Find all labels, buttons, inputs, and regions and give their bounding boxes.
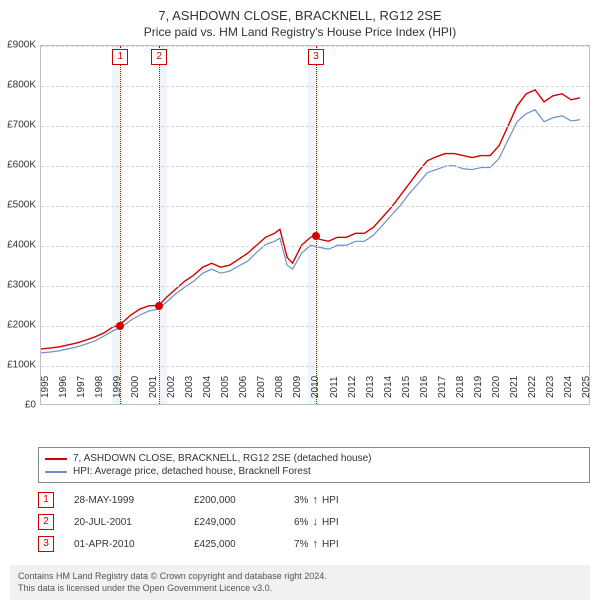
x-tick-label: 2015 [401, 376, 412, 398]
x-tick-label: 2021 [509, 376, 520, 398]
marker-table-delta: 6% ↓ HPI [294, 516, 339, 528]
y-tick-label: £700K [7, 120, 36, 131]
y-tick-label: £200K [7, 320, 36, 331]
legend-label-2: HPI: Average price, detached house, Brac… [73, 466, 311, 477]
marker-shade [112, 46, 120, 404]
marker-line [120, 46, 121, 404]
marker-table-number: 3 [38, 536, 54, 552]
marker-delta-suffix: HPI [322, 517, 339, 528]
marker-shade [159, 46, 167, 404]
x-tick-label: 2024 [563, 376, 574, 398]
x-tick-label: 2023 [545, 376, 556, 398]
legend-swatch-2 [45, 471, 67, 473]
y-tick-label: £900K [7, 40, 36, 51]
marker-table-date: 01-APR-2010 [74, 539, 194, 550]
y-tick-label: £600K [7, 160, 36, 171]
x-tick-label: 2007 [256, 376, 267, 398]
x-tick-label: 1996 [58, 376, 69, 398]
x-tick-label: 2025 [581, 376, 592, 398]
x-tick-label: 2004 [202, 376, 213, 398]
x-tick-label: 2012 [347, 376, 358, 398]
marker-number-box: 3 [308, 49, 324, 65]
x-tick-label: 1997 [76, 376, 87, 398]
marker-delta-pct: 3% [294, 495, 308, 506]
x-tick-label: 2003 [184, 376, 195, 398]
legend: 7, ASHDOWN CLOSE, BRACKNELL, RG12 2SE (d… [38, 447, 590, 483]
marker-dot [312, 232, 320, 240]
y-tick-label: £500K [7, 200, 36, 211]
y-tick-label: £100K [7, 360, 36, 371]
y-axis-labels: £0£100K£200K£300K£400K£500K£600K£700K£80… [2, 45, 38, 405]
marker-table-price: £425,000 [194, 539, 294, 550]
footer-line-2: This data is licensed under the Open Gov… [18, 583, 582, 595]
x-tick-label: 2020 [491, 376, 502, 398]
x-tick-label: 2008 [274, 376, 285, 398]
x-tick-label: 1998 [94, 376, 105, 398]
marker-number-box: 1 [112, 49, 128, 65]
y-tick-label: £400K [7, 240, 36, 251]
x-tick-label: 2016 [419, 376, 430, 398]
marker-table-price: £249,000 [194, 517, 294, 528]
y-tick-label: £0 [25, 400, 36, 411]
chart: £0£100K£200K£300K£400K£500K£600K£700K£80… [40, 45, 590, 405]
x-tick-label: 2005 [220, 376, 231, 398]
x-tick-label: 2000 [130, 376, 141, 398]
y-tick-label: £300K [7, 280, 36, 291]
arrow-down-icon: ↓ [312, 516, 318, 528]
x-tick-label: 2010 [310, 376, 321, 398]
marker-line [316, 46, 317, 404]
x-tick-label: 2006 [238, 376, 249, 398]
marker-line [159, 46, 160, 404]
y-tick-label: £800K [7, 80, 36, 91]
marker-table-row: 1 28-MAY-1999£200,0003% ↑ HPI [38, 489, 590, 511]
marker-table-date: 28-MAY-1999 [74, 495, 194, 506]
marker-table-price: £200,000 [194, 495, 294, 506]
legend-label-1: 7, ASHDOWN CLOSE, BRACKNELL, RG12 2SE (d… [73, 453, 371, 464]
marker-shade [308, 46, 316, 404]
x-tick-label: 2013 [365, 376, 376, 398]
marker-delta-pct: 6% [294, 517, 308, 528]
marker-delta-pct: 7% [294, 539, 308, 550]
marker-table-row: 2 20-JUL-2001£249,0006% ↓ HPI [38, 511, 590, 533]
chart-title-desc: Price paid vs. HM Land Registry's House … [0, 25, 600, 39]
marker-number-box: 2 [151, 49, 167, 65]
legend-swatch-1 [45, 458, 67, 460]
marker-table-delta: 7% ↑ HPI [294, 538, 339, 550]
plot-area: 1 2 3 [40, 45, 590, 405]
x-tick-label: 2017 [437, 376, 448, 398]
marker-table-row: 3 01-APR-2010£425,0007% ↑ HPI [38, 533, 590, 555]
x-tick-label: 2014 [383, 376, 394, 398]
marker-delta-suffix: HPI [322, 539, 339, 550]
x-tick-label: 2011 [329, 376, 340, 398]
marker-dot [155, 302, 163, 310]
legend-row-1: 7, ASHDOWN CLOSE, BRACKNELL, RG12 2SE (d… [45, 452, 583, 465]
marker-delta-suffix: HPI [322, 495, 339, 506]
marker-table: 1 28-MAY-1999£200,0003% ↑ HPI 2 20-JUL-2001£2… [38, 489, 590, 555]
arrow-up-icon: ↑ [312, 494, 318, 506]
footer-line-1: Contains HM Land Registry data © Crown c… [18, 571, 582, 583]
marker-dot [116, 322, 124, 330]
marker-table-number: 2 [38, 514, 54, 530]
x-tick-label: 2019 [473, 376, 484, 398]
marker-table-delta: 3% ↑ HPI [294, 494, 339, 506]
x-tick-label: 1999 [112, 376, 123, 398]
x-tick-label: 2001 [148, 376, 159, 398]
chart-title-address: 7, ASHDOWN CLOSE, BRACKNELL, RG12 2SE [0, 8, 600, 23]
marker-table-number: 1 [38, 492, 54, 508]
x-tick-label: 1995 [40, 376, 51, 398]
title-block: 7, ASHDOWN CLOSE, BRACKNELL, RG12 2SE Pr… [0, 0, 600, 45]
legend-row-2: HPI: Average price, detached house, Brac… [45, 465, 583, 478]
arrow-up-icon: ↑ [312, 538, 318, 550]
marker-table-date: 20-JUL-2001 [74, 517, 194, 528]
x-tick-label: 2009 [292, 376, 303, 398]
x-tick-label: 2022 [527, 376, 538, 398]
x-tick-label: 2002 [166, 376, 177, 398]
footer-attribution: Contains HM Land Registry data © Crown c… [10, 565, 590, 600]
x-tick-label: 2018 [455, 376, 466, 398]
